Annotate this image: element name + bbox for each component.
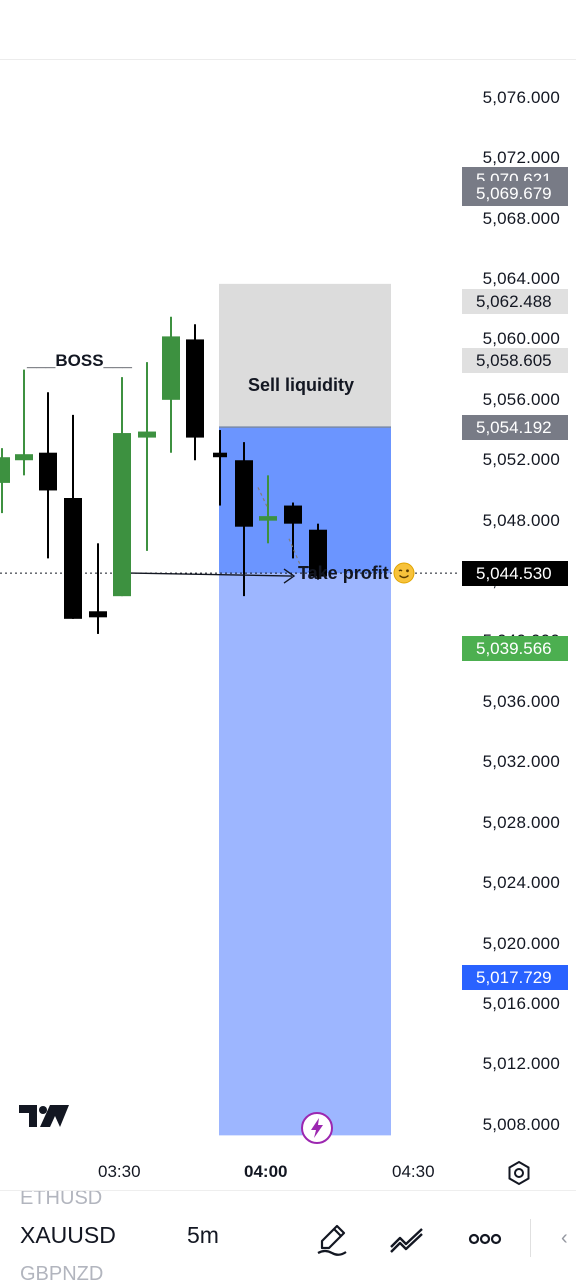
price-tick: 5,036.000 [482, 691, 560, 711]
price-tag-blue[interactable]: 5,017.729 [462, 965, 568, 991]
stop-loss-zone [219, 283, 391, 428]
collapse-arrow-icon[interactable]: ‹ [561, 1227, 568, 1249]
candle-body [186, 339, 204, 438]
lightning-bolt-icon[interactable] [301, 1112, 333, 1144]
price-tick: 5,060.000 [482, 329, 560, 349]
candle-body [15, 454, 33, 461]
price-tick: 5,076.000 [482, 87, 560, 107]
price-tag-black[interactable]: 5,044.530 [462, 560, 568, 586]
candle-body [113, 433, 131, 597]
projection-line [257, 487, 269, 509]
top-bar [0, 0, 576, 60]
candle-body [259, 516, 277, 521]
toolbar-divider [530, 1219, 531, 1257]
sell-liquidity-annotation[interactable]: Sell liquidity [248, 375, 355, 395]
take-profit-arrow [130, 572, 293, 577]
price-tick: 5,024.000 [482, 873, 560, 893]
price-tick: 5,068.000 [482, 208, 560, 228]
candle-body [0, 457, 10, 483]
price-tick: 5,028.000 [482, 812, 560, 832]
candle-body [213, 452, 227, 458]
price-tick: 5,056.000 [482, 389, 560, 409]
price-tick: 5,072.000 [482, 148, 560, 168]
take-profit-annotation[interactable]: Take profit [298, 563, 389, 583]
wink-emoji-icon [393, 562, 415, 584]
more-dots-icon[interactable] [467, 1221, 503, 1257]
candle-body [138, 431, 156, 438]
price-tick: 5,012.000 [482, 1054, 560, 1074]
candle-body [39, 452, 57, 491]
price-axis[interactable]: 5,076.000 5,072.000 5,068.000 5,064.000 5,06… [460, 60, 576, 1155]
price-tag-green[interactable]: 5,039.566 [462, 635, 568, 661]
candle-body [235, 460, 253, 527]
price-tag-light[interactable]: 5,062.488 [462, 289, 568, 315]
price-tick: 5,048.000 [482, 510, 560, 530]
price-tick: 5,020.000 [482, 933, 560, 953]
symbol-button[interactable]: XAUUSD [20, 1222, 116, 1248]
time-label-0430: 04:30 [392, 1162, 435, 1181]
candle-body [64, 498, 82, 619]
chart-canvas[interactable] [0, 60, 460, 1155]
chart-pane[interactable] [0, 60, 460, 1155]
price-tag-light[interactable]: 5,058.605 [462, 347, 568, 373]
projection-line [288, 538, 301, 565]
pen-draw-icon[interactable] [315, 1221, 351, 1257]
price-tick: 5,008.000 [482, 1114, 560, 1134]
candle-body [162, 336, 180, 400]
price-tick: 5,052.000 [482, 450, 560, 470]
candle-body [309, 529, 327, 577]
next-symbol[interactable]: GBPNZD [20, 1263, 104, 1281]
boss-annotation[interactable]: ___BOSS___ [27, 351, 132, 370]
candle-body [284, 505, 302, 524]
price-tag-grey[interactable]: 5,054.192 [462, 414, 568, 440]
settings-gear-icon[interactable] [506, 1160, 532, 1186]
price-tag-grey[interactable]: 5,069.679 [462, 180, 568, 206]
prev-symbol[interactable]: ETHUSD [20, 1190, 103, 1209]
price-tick: 5,032.000 [482, 752, 560, 772]
interval-button[interactable]: 5m [187, 1222, 219, 1248]
time-label-0330: 03:30 [98, 1162, 141, 1181]
price-tick: 5,016.000 [482, 993, 560, 1013]
time-label-0400: 04:00 [244, 1162, 288, 1181]
price-tick: 5,064.000 [482, 269, 560, 288]
take-profit-arrowhead [283, 568, 296, 584]
bottom-toolbar: ETHUSD XAUUSD 5m GBPNZD ‹ [0, 1190, 576, 1281]
tradingview-logo-icon[interactable] [19, 1103, 69, 1129]
candle-body [89, 611, 107, 618]
indicators-icon[interactable] [389, 1221, 425, 1257]
